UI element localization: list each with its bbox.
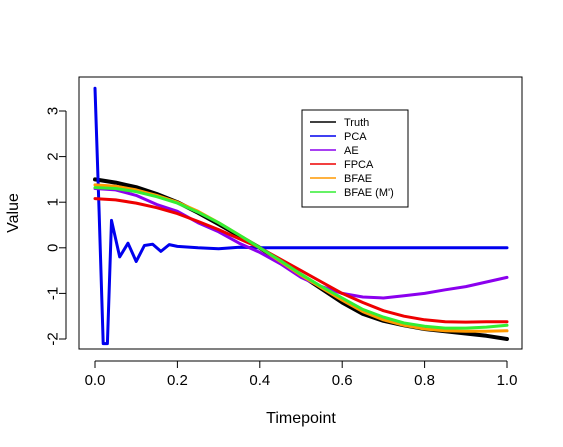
x-axis: 0.0 0.2 0.4 0.6 0.8 1.0 xyxy=(85,360,518,389)
x-tick-label: 0.2 xyxy=(167,372,188,389)
x-tick-label: 0.8 xyxy=(414,372,435,389)
x-tick-label: 0.4 xyxy=(249,372,270,389)
plot-border xyxy=(78,76,523,350)
series-line-pca xyxy=(93,86,509,346)
series-line-bfae-m xyxy=(93,186,509,330)
y-tick-label: -1 xyxy=(45,287,62,300)
series-lines xyxy=(93,86,509,346)
legend-entry-label: PCA xyxy=(344,131,367,143)
y-tick-label: 2 xyxy=(45,152,62,160)
legend-entry-label: AE xyxy=(344,145,359,157)
legend-box xyxy=(301,109,409,208)
legend-entry-label: BFAE xyxy=(344,173,372,185)
x-tick-label: 0.0 xyxy=(85,372,106,389)
legend-entry-label: Truth xyxy=(344,117,369,129)
legend: Truth PCA AE FPCA BFAE BFAE (M') xyxy=(301,109,409,208)
series-line-ae xyxy=(93,187,509,300)
x-tick-label: 0.6 xyxy=(332,372,353,389)
y-axis-label: Value xyxy=(5,193,22,233)
y-axis: -2 -1 0 1 2 3 xyxy=(45,107,67,346)
y-tick-label: -2 xyxy=(45,332,62,345)
y-tick-label: 1 xyxy=(45,198,62,206)
x-tick-label: 1.0 xyxy=(497,372,518,389)
legend-entry-label: FPCA xyxy=(344,159,374,171)
y-tick-label: 3 xyxy=(45,107,62,115)
y-tick-label: 0 xyxy=(45,244,62,252)
legend-entry-label: BFAE (M') xyxy=(344,187,394,199)
plot-frame xyxy=(78,76,523,350)
series-line-fpca xyxy=(93,197,509,324)
x-axis-label: Timepoint xyxy=(266,410,336,427)
